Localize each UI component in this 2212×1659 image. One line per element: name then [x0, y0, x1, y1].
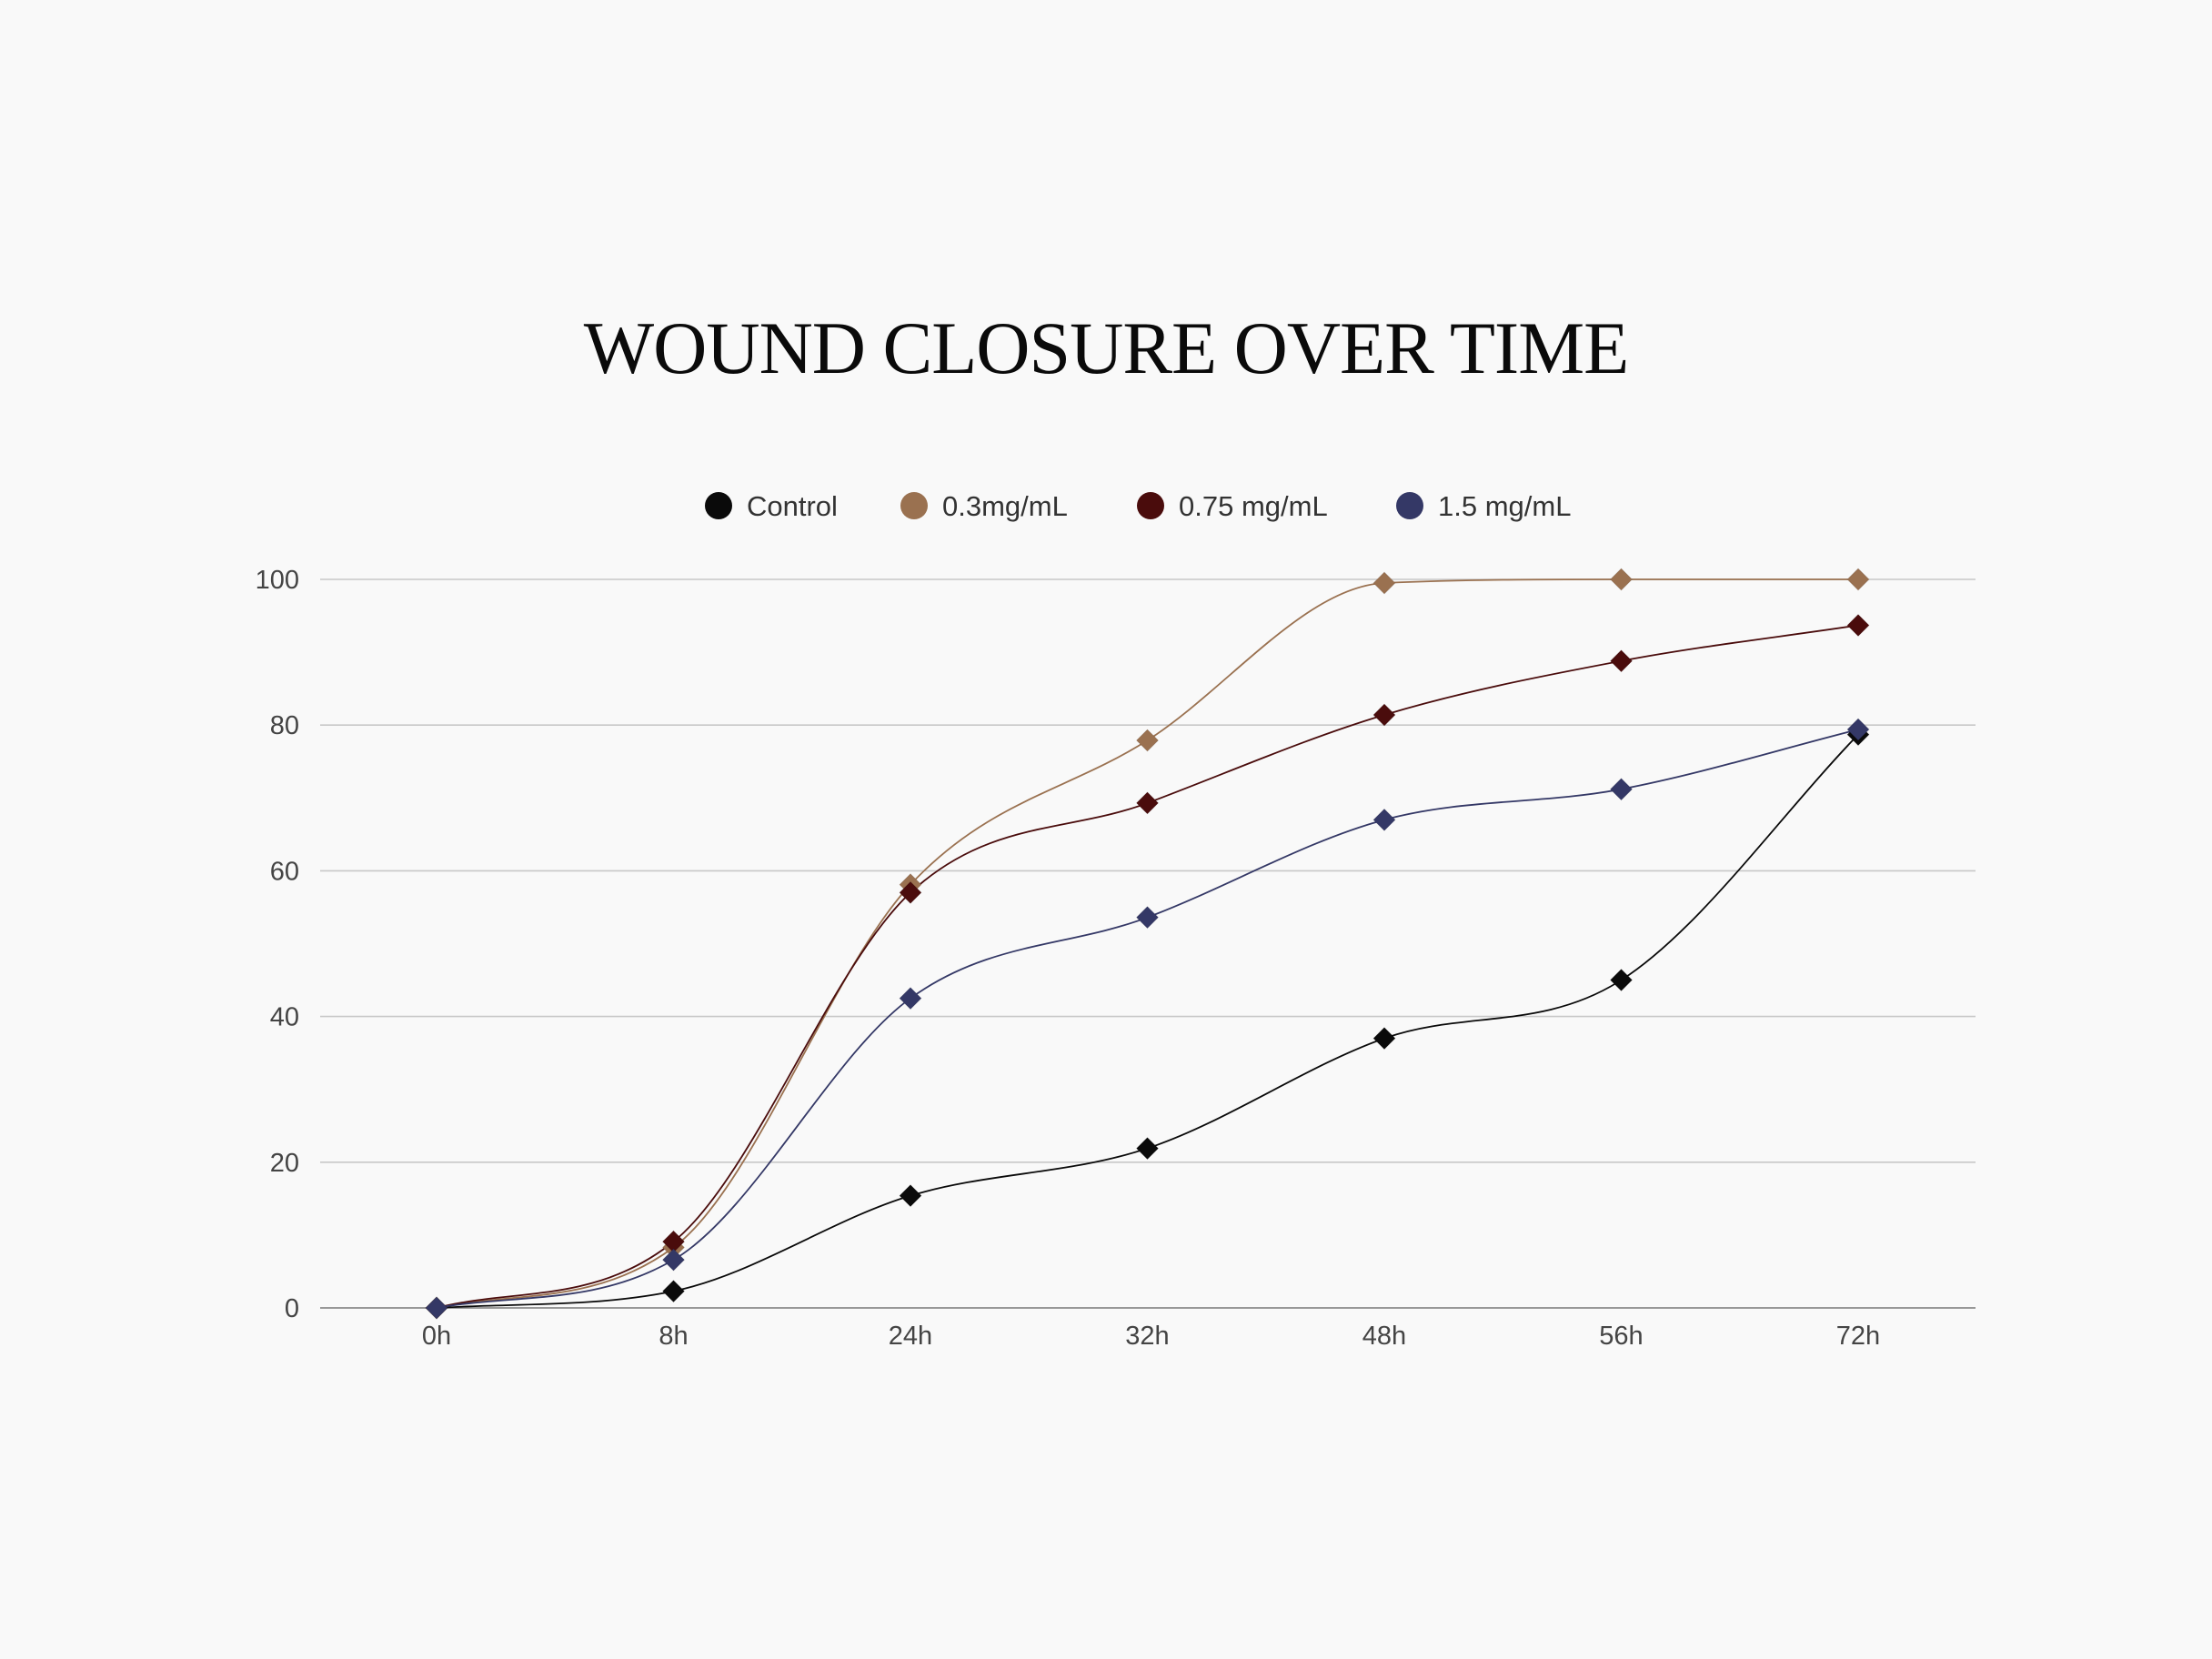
- data-point-0-3mg-ml[interactable]: [1609, 568, 1634, 591]
- legend-label: Control: [747, 490, 838, 522]
- data-point-0-75-mg-ml[interactable]: [1135, 791, 1160, 815]
- y-tick-label: 0: [285, 1294, 299, 1323]
- data-point-1-5-mg-ml[interactable]: [425, 1296, 448, 1320]
- legend-label: 0.3mg/mL: [942, 490, 1068, 522]
- y-axis: 0 20 40 60 80 100: [256, 566, 299, 1323]
- series-markers: [425, 568, 1870, 1320]
- legend-swatch: [705, 492, 732, 519]
- legend-label: 1.5 mg/mL: [1438, 490, 1571, 522]
- legend-item-control[interactable]: Control: [705, 490, 838, 522]
- x-tick-label: 0h: [422, 1322, 451, 1351]
- data-point-1-5-mg-ml[interactable]: [1609, 777, 1634, 801]
- y-tick-label: 60: [270, 857, 299, 886]
- y-tick-label: 80: [270, 711, 299, 740]
- x-axis: 0h 8h 24h 32h 48h 56h 72h: [422, 1322, 1880, 1351]
- data-point-control[interactable]: [899, 1183, 922, 1208]
- x-tick-label: 8h: [659, 1322, 688, 1351]
- legend: Control 0.3mg/mL 0.75 mg/mL 1.5 mg/mL: [705, 490, 1571, 522]
- data-point-0-3mg-ml[interactable]: [1846, 568, 1870, 591]
- legend-swatch: [1137, 492, 1164, 519]
- data-point-0-75-mg-ml[interactable]: [1609, 649, 1634, 673]
- data-point-control[interactable]: [1609, 968, 1634, 992]
- y-tick-label: 20: [270, 1149, 299, 1178]
- legend-swatch: [900, 492, 928, 519]
- data-point-1-5-mg-ml[interactable]: [1846, 718, 1870, 741]
- data-point-0-75-mg-ml[interactable]: [899, 880, 922, 905]
- x-tick-label: 32h: [1125, 1322, 1169, 1351]
- legend-label: 0.75 mg/mL: [1179, 490, 1328, 522]
- data-point-0-3mg-ml[interactable]: [1372, 571, 1396, 595]
- legend-item-1-5-mg-ml[interactable]: 1.5 mg/mL: [1396, 490, 1571, 522]
- y-tick-label: 40: [270, 1003, 299, 1032]
- x-tick-label: 72h: [1836, 1322, 1880, 1351]
- data-point-0-3mg-ml[interactable]: [1135, 729, 1160, 752]
- data-point-1-5-mg-ml[interactable]: [1135, 905, 1160, 930]
- data-point-0-75-mg-ml[interactable]: [1372, 703, 1396, 727]
- data-point-1-5-mg-ml[interactable]: [661, 1248, 686, 1272]
- data-point-0-75-mg-ml[interactable]: [1846, 613, 1870, 638]
- legend-swatch: [1396, 492, 1423, 519]
- data-point-control[interactable]: [661, 1279, 686, 1303]
- x-tick-label: 56h: [1599, 1322, 1643, 1351]
- x-tick-label: 48h: [1362, 1322, 1406, 1351]
- data-point-1-5-mg-ml[interactable]: [899, 986, 922, 1010]
- data-point-control[interactable]: [1372, 1026, 1396, 1051]
- legend-item-0-75-mg-ml[interactable]: 0.75 mg/mL: [1137, 490, 1328, 522]
- data-point-control[interactable]: [1135, 1136, 1160, 1161]
- data-point-1-5-mg-ml[interactable]: [1372, 808, 1396, 832]
- x-tick-label: 24h: [889, 1322, 932, 1351]
- chart-title: WOUND CLOSURE OVER TIME: [584, 307, 1629, 389]
- legend-item-0-3mg-ml[interactable]: 0.3mg/mL: [900, 490, 1068, 522]
- y-tick-label: 100: [256, 566, 299, 595]
